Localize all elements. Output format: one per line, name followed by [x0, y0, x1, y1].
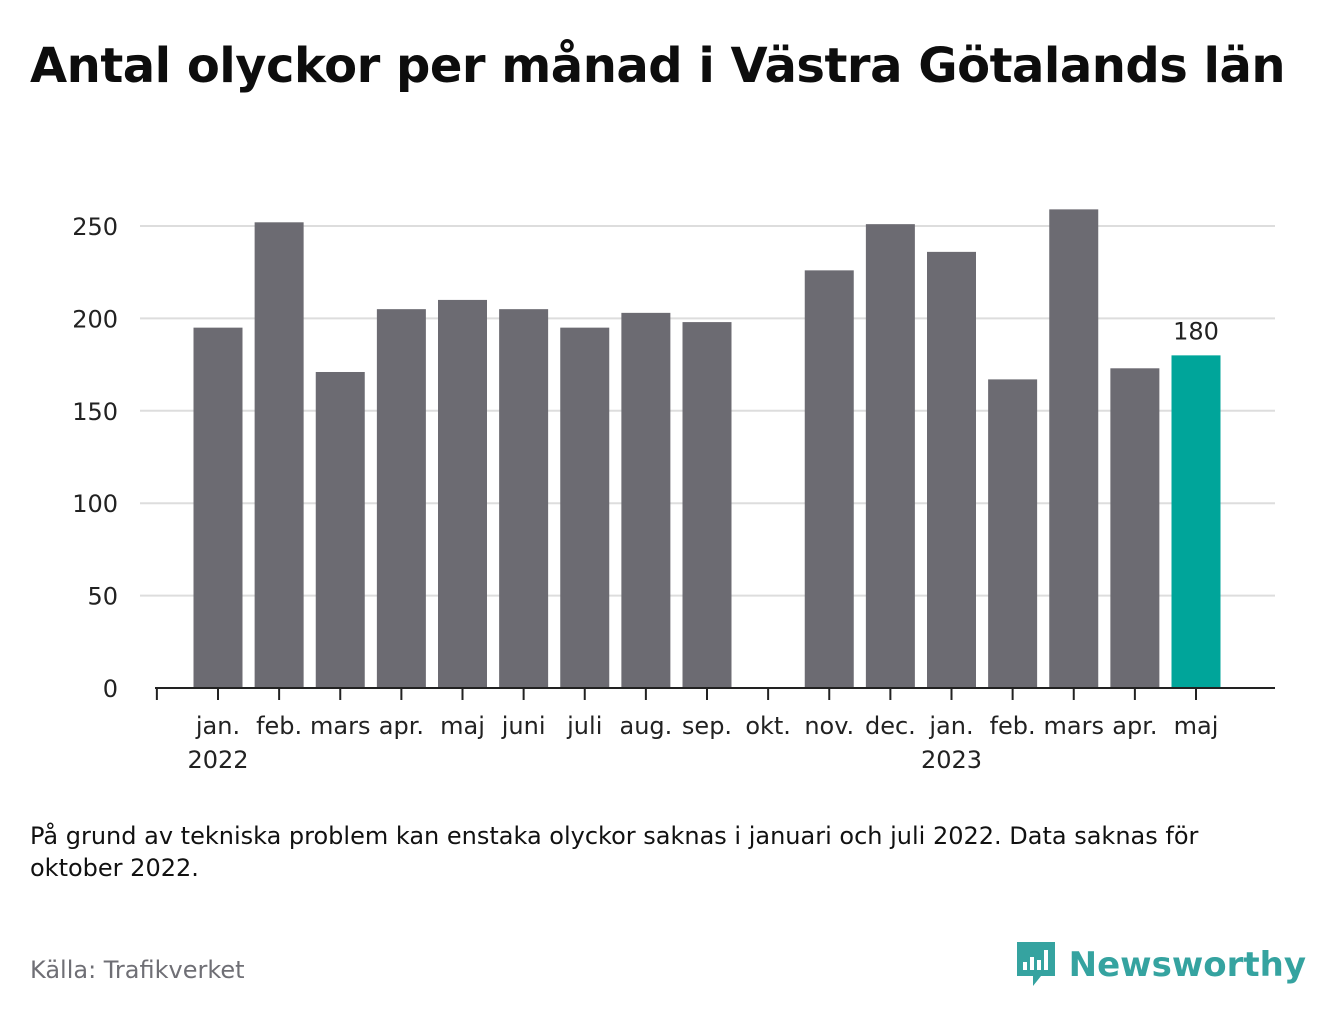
x-tick-label: aug. — [619, 712, 672, 740]
x-year-label: 2023 — [921, 746, 982, 774]
brand-logo: Newsworthy — [1015, 940, 1306, 990]
bar — [988, 379, 1038, 688]
x-tick-label: mars — [310, 712, 370, 740]
x-tick-label: jan. — [928, 712, 973, 740]
bar — [682, 322, 732, 688]
data-label: 180 — [1173, 317, 1219, 345]
chart-footnote: På grund av tekniska problem kan enstaka… — [30, 822, 1199, 882]
bar — [193, 327, 243, 688]
x-tick-label: juni — [501, 712, 546, 740]
bar — [499, 309, 549, 688]
bar — [865, 224, 915, 689]
x-tick-label: nov. — [804, 712, 854, 740]
bar — [560, 327, 610, 688]
x-tick-label: maj — [1174, 712, 1219, 740]
data-labels: 180 — [1173, 317, 1219, 345]
x-tick-label: juli — [566, 712, 602, 740]
bar — [804, 270, 854, 688]
bar — [376, 309, 426, 688]
y-tick-label: 50 — [87, 583, 118, 611]
y-tick-label: 100 — [72, 490, 118, 518]
x-tick-label: maj — [440, 712, 485, 740]
x-tick-label: apr. — [379, 712, 424, 740]
bar — [315, 371, 365, 688]
y-tick-label: 150 — [72, 398, 118, 426]
y-tick-label: 0 — [103, 675, 118, 703]
bars — [193, 209, 1221, 689]
y-axis-tick-labels: 0 50 100 150 200 250 — [72, 213, 118, 703]
x-tick-label: feb. — [990, 712, 1036, 740]
x-axis — [155, 687, 1275, 700]
bar — [1110, 368, 1160, 688]
x-tick-label: dec. — [865, 712, 916, 740]
bar — [438, 299, 487, 688]
x-tick-label: feb. — [256, 712, 302, 740]
x-tick-label: sep. — [682, 712, 732, 740]
x-tick-label: jan. — [195, 712, 240, 740]
bar — [254, 222, 304, 688]
y-tick-label: 200 — [72, 305, 118, 333]
x-tick-label: apr. — [1112, 712, 1157, 740]
x-tick-label: okt. — [745, 712, 791, 740]
bar — [621, 312, 671, 688]
chart-title: Antal olyckor per månad i Västra Götalan… — [30, 38, 1286, 94]
x-axis-tick-labels: jan. feb. mars apr. maj juni juli aug. sep. okt. n… — [187, 712, 1218, 774]
x-tick-label: mars — [1044, 712, 1104, 740]
bar — [1171, 355, 1221, 688]
source-text: Källa: Trafikverket — [30, 956, 245, 984]
y-tick-label: 250 — [72, 213, 118, 241]
bar — [1049, 209, 1099, 689]
x-year-label: 2022 — [187, 746, 248, 774]
bar — [927, 251, 976, 688]
newsworthy-logo-icon — [1016, 942, 1055, 986]
brand-name: Newsworthy — [1068, 945, 1306, 985]
